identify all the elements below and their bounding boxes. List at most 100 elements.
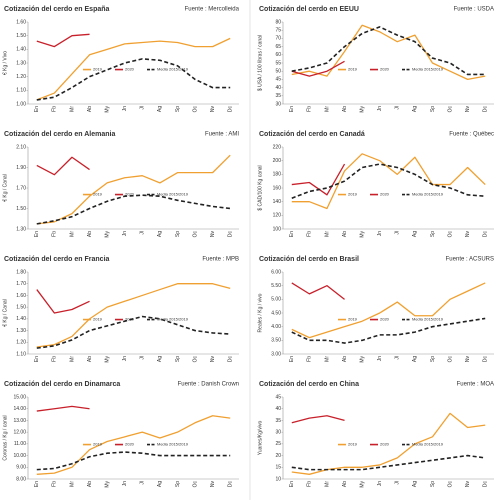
x-tick-label: Ag xyxy=(412,231,418,237)
legend-label: 2020 xyxy=(125,442,135,447)
y-tick-label: 35 xyxy=(275,418,281,424)
y-tick-label: 1.30 xyxy=(16,328,26,334)
x-tick-label: My xyxy=(104,231,110,238)
series-line xyxy=(291,412,486,475)
series-line xyxy=(36,58,231,101)
series-line xyxy=(291,415,345,424)
x-tick-label: Dc xyxy=(483,106,489,113)
y-tick-label: 40 xyxy=(275,406,281,412)
y-tick-label: 220 xyxy=(273,144,282,150)
series-line xyxy=(36,315,231,349)
x-tick-label: Fb xyxy=(52,356,58,362)
series-line xyxy=(291,163,486,199)
series-line xyxy=(36,194,231,225)
legend-label: Media 2015/2019 xyxy=(157,192,189,197)
series-line xyxy=(36,415,231,475)
legend-label: 2019 xyxy=(348,317,358,322)
series-line xyxy=(36,289,90,314)
x-tick-label: Mr xyxy=(69,231,75,237)
x-tick-label: Mr xyxy=(324,231,330,237)
x-tick-label: My xyxy=(104,106,110,113)
series-line xyxy=(36,156,90,176)
x-tick-label: Nv xyxy=(465,481,471,488)
source: Fuente : Québec xyxy=(449,132,494,138)
x-tick-label: Jl xyxy=(395,356,401,360)
y-tick-label: 55 xyxy=(275,60,281,66)
x-tick-label: En xyxy=(289,231,295,237)
x-tick-label: Mr xyxy=(69,106,75,112)
legend-label: 2020 xyxy=(380,67,390,72)
x-tick-label: Mr xyxy=(69,481,75,487)
y-tick-label: 1.40 xyxy=(16,47,26,53)
x-tick-label: En xyxy=(34,106,40,112)
y-tick-label: 9.00 xyxy=(16,465,26,471)
x-tick-label: Ab xyxy=(342,231,348,237)
legend-label: Media 2015/2019 xyxy=(157,317,189,322)
y-tick-label: 45 xyxy=(275,77,281,83)
y-tick-label: 14.00 xyxy=(13,406,26,412)
legend-label: 2019 xyxy=(348,192,358,197)
y-tick-label: 4.00 xyxy=(271,324,281,330)
x-tick-label: Oc xyxy=(192,356,198,363)
y-tick-label: 20 xyxy=(275,453,281,459)
x-tick-label: Nv xyxy=(210,231,216,238)
legend-label: 2019 xyxy=(348,442,358,447)
chart-title: Cotización del cerdo en Brasil xyxy=(259,256,359,263)
series-line xyxy=(291,26,486,76)
x-tick-label: En xyxy=(289,481,295,487)
x-tick-label: Dc xyxy=(228,356,234,363)
source: Fuente : Danish Crown xyxy=(178,382,239,388)
x-tick-label: Dc xyxy=(483,356,489,363)
series-line xyxy=(36,405,90,412)
y-tick-label: 30 xyxy=(275,429,281,435)
y-tick-label: 50 xyxy=(275,69,281,75)
series-line xyxy=(291,24,486,81)
x-tick-label: En xyxy=(289,356,295,362)
y-tick-label: 1.50 xyxy=(16,206,26,212)
y-tick-label: 120 xyxy=(273,213,282,219)
y-axis-label: $ CAD/100 Kg canal xyxy=(257,165,263,210)
x-tick-label: Jl xyxy=(140,481,146,485)
y-tick-label: 1.50 xyxy=(16,33,26,39)
y-tick-label: 75 xyxy=(275,28,281,34)
y-tick-label: 1.70 xyxy=(16,281,26,287)
y-tick-label: 5.00 xyxy=(271,297,281,303)
legend-label: 2019 xyxy=(348,67,358,72)
x-tick-label: My xyxy=(359,356,365,363)
legend-label: 2020 xyxy=(380,192,390,197)
x-tick-label: Ab xyxy=(87,481,93,487)
x-tick-label: Oc xyxy=(192,231,198,238)
x-tick-label: Fb xyxy=(52,481,58,487)
series-line xyxy=(36,154,231,225)
x-tick-label: Sp xyxy=(430,231,436,237)
x-tick-label: Ag xyxy=(157,231,163,237)
series-line xyxy=(36,283,231,348)
y-tick-label: 1.60 xyxy=(16,293,26,299)
x-tick-label: Nv xyxy=(465,231,471,238)
x-tick-label: Jl xyxy=(395,481,401,485)
x-tick-label: Oc xyxy=(192,106,198,113)
source: Fuente : AMI xyxy=(205,132,239,138)
x-tick-label: Fb xyxy=(307,106,313,112)
x-tick-label: Ag xyxy=(412,481,418,487)
x-tick-label: Jn xyxy=(122,481,128,487)
y-tick-label: 6.00 xyxy=(271,269,281,275)
x-tick-label: Dc xyxy=(228,231,234,238)
x-tick-label: My xyxy=(104,481,110,488)
source: Fuente : MPB xyxy=(202,257,239,263)
series-line xyxy=(291,282,486,339)
x-tick-label: Nv xyxy=(210,481,216,488)
x-tick-label: Ab xyxy=(87,106,93,112)
x-tick-label: My xyxy=(359,106,365,113)
x-tick-label: Jl xyxy=(140,106,146,110)
legend-label: 2019 xyxy=(93,442,103,447)
y-tick-label: 1.90 xyxy=(16,165,26,171)
y-tick-label: 12.00 xyxy=(13,429,26,435)
chart-title: Cotización del cerdo en China xyxy=(259,381,359,388)
source: Fuente : ACSURS xyxy=(446,257,494,263)
y-tick-label: 3.50 xyxy=(271,338,281,344)
y-tick-label: 15 xyxy=(275,465,281,471)
x-tick-label: Sp xyxy=(175,481,181,487)
y-tick-label: 15.00 xyxy=(13,394,26,400)
x-tick-label: Jn xyxy=(377,106,383,112)
